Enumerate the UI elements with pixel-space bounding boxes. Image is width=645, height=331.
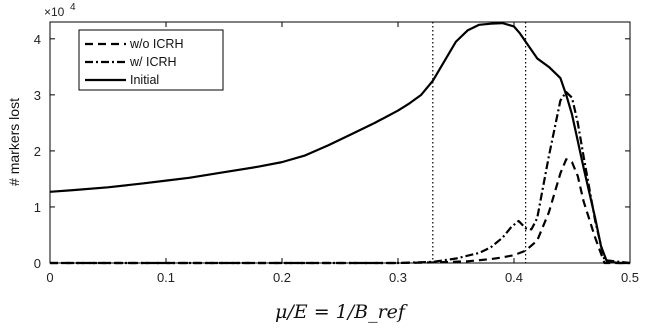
y-tick-label: 3 (34, 88, 41, 103)
y-axis-label: # markers lost (6, 98, 22, 186)
series-line-w-o-icrh (50, 158, 630, 265)
series-line-w-icrh (50, 90, 631, 265)
reference-lines (432, 22, 527, 263)
y-scale-exponent: 4 (70, 2, 76, 13)
y-tick-label: 0 (34, 256, 41, 271)
x-axis-label: μ/E = 1/B_ref (275, 301, 408, 323)
series-line-initial (49, 22, 630, 265)
legend-label-initial: Initial (130, 73, 159, 87)
x-tick-label: 0 (46, 270, 53, 285)
x-tick-label: 0.3 (389, 270, 407, 285)
legend: w/o ICRH w/ ICRH Initial (78, 29, 224, 91)
y-tick-label: 1 (34, 200, 41, 215)
y-tick-label: 2 (34, 144, 41, 159)
y-scale-multiplier: ×10 (44, 5, 65, 19)
series-group (49, 22, 631, 265)
x-tick-label: 0.4 (505, 270, 523, 285)
legend-label-wo-icrh: w/o ICRH (129, 37, 183, 51)
x-tick-label: 0.5 (621, 270, 639, 285)
y-tick-label: 4 (34, 32, 41, 47)
legend-label-w-icrh: w/ ICRH (129, 55, 177, 69)
x-tick-label: 0.1 (157, 270, 175, 285)
x-tick-label: 0.2 (273, 270, 291, 285)
x-ticks: 0 0.1 0.2 0.3 0.4 0.5 (46, 22, 639, 285)
